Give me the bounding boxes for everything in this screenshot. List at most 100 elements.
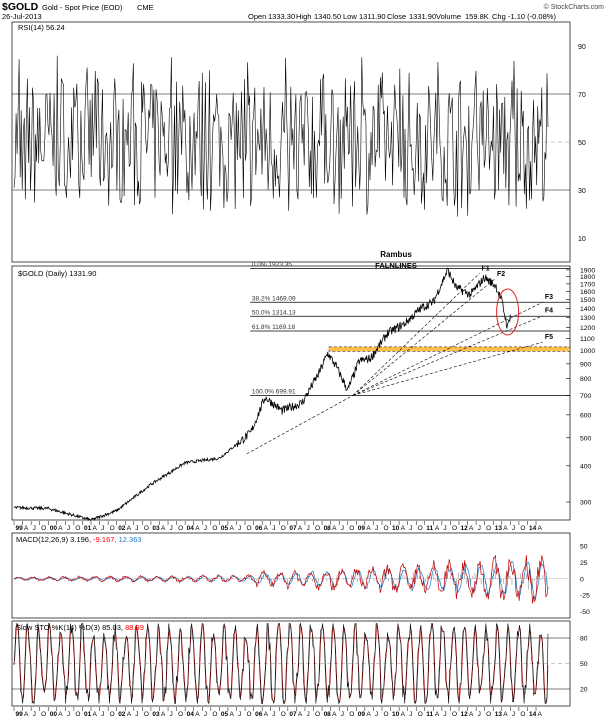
- xaxis2-label-43: O: [383, 711, 388, 718]
- xaxis-label-57: A: [503, 525, 508, 532]
- xaxis-label-41: A: [366, 525, 371, 532]
- xaxis-label-31: O: [281, 525, 286, 532]
- trend-line-base: [246, 395, 354, 455]
- xaxis2-label-19: O: [178, 711, 183, 718]
- watermark: © StockCharts.com: [544, 3, 605, 11]
- xaxis-label-14: J: [135, 525, 138, 532]
- xaxis2-label-0: 99: [16, 711, 24, 718]
- xaxis2-label-38: J: [341, 711, 344, 718]
- xaxis-label-50: J: [443, 525, 446, 532]
- xaxis2-label-61: A: [538, 711, 543, 718]
- fan-label-3: F3: [545, 294, 553, 301]
- fan-label-2: F2: [497, 271, 505, 278]
- xaxis-label-8: 01: [84, 525, 92, 532]
- xaxis2-label-45: A: [401, 711, 406, 718]
- fib-label-1: 38.2% 1469.09: [252, 295, 296, 302]
- xaxis2-label-49: A: [435, 711, 440, 718]
- rsi-tick-90: 90: [578, 44, 586, 51]
- macd-tick-50: 50: [580, 544, 588, 551]
- fan-line-2: [352, 278, 496, 396]
- xaxis-label-9: A: [93, 525, 98, 532]
- xaxis2-label-54: J: [478, 711, 481, 718]
- sto-legend-d: 88.99: [125, 623, 144, 632]
- price-tick-1300: 1300: [580, 315, 595, 322]
- xaxis2-label-6: J: [67, 711, 70, 718]
- low-label: Low: [343, 12, 357, 21]
- rsi-tick-50: 50: [578, 140, 586, 147]
- xaxis2-label-53: A: [469, 711, 474, 718]
- rsi-y-axis: 90 70 50 30 10: [578, 44, 586, 243]
- xaxis2-label-51: O: [452, 711, 457, 718]
- xaxis2-label-58: J: [512, 711, 515, 718]
- symbol-description: Gold - Spot Price (EOD): [42, 3, 123, 12]
- xaxis2-label-30: J: [272, 711, 275, 718]
- price-tick-800: 800: [580, 376, 592, 383]
- xaxis2-label-5: A: [58, 711, 63, 718]
- xaxis-label-43: O: [383, 525, 388, 532]
- xaxis-label-52: 12: [461, 525, 469, 532]
- xaxis2-label-2: J: [33, 711, 36, 718]
- xaxis2-label-39: O: [349, 711, 354, 718]
- xaxis-label-56: 13: [495, 525, 503, 532]
- sto-legend-values: Slow STO %K(14) %D(3) 85.03,: [16, 623, 123, 632]
- sto-d-line: [13, 622, 549, 705]
- price-tick-1400: 1400: [580, 306, 595, 313]
- xaxis2-label-28: 06: [255, 711, 263, 718]
- price-tick-500: 500: [580, 435, 592, 442]
- fan-label-5: F5: [545, 334, 553, 341]
- xaxis-label-27: O: [247, 525, 252, 532]
- xaxis2-label-31: O: [281, 711, 286, 718]
- rsi-tick-70: 70: [578, 92, 586, 99]
- xaxis2-label-46: J: [409, 711, 412, 718]
- xaxis2-label-34: J: [306, 711, 309, 718]
- xaxis2-label-18: J: [170, 711, 173, 718]
- xaxis2-label-1: A: [24, 711, 29, 718]
- macd-legend-hist: 12.363: [119, 535, 142, 544]
- annotation-subtitle: FALNLINES: [375, 261, 417, 270]
- close-value: 1331.90: [409, 12, 436, 21]
- macd-tick--50: -50: [580, 609, 590, 616]
- xaxis-label-29: A: [264, 525, 269, 532]
- sto-k-line: [13, 622, 549, 705]
- xaxis-label-59: O: [520, 525, 525, 532]
- macd-legend-signal: -9.167,: [93, 535, 116, 544]
- xaxis-label-22: J: [204, 525, 207, 532]
- sto-y-axis: 80 50 20: [580, 636, 588, 694]
- chg-value: -1.10 (-0.08%): [508, 12, 556, 21]
- xaxis2-label-7: O: [75, 711, 80, 718]
- open-label: Open: [248, 12, 266, 21]
- fib-label-0: 0.0% 1923.35: [252, 261, 293, 268]
- xaxis-label-17: A: [161, 525, 166, 532]
- xaxis2-label-4: 00: [50, 711, 58, 718]
- xaxis-label-42: J: [375, 525, 378, 532]
- price-tick-1800: 1800: [580, 274, 595, 281]
- sto-tick-80: 80: [580, 636, 588, 643]
- xaxis2-label-33: A: [298, 711, 303, 718]
- xaxis-label-11: O: [110, 525, 115, 532]
- xaxis-label-15: O: [144, 525, 149, 532]
- sto-tick-50: 50: [580, 661, 588, 668]
- xaxis2-label-10: J: [101, 711, 104, 718]
- xaxis-label-51: O: [452, 525, 457, 532]
- price-tick-900: 900: [580, 361, 592, 368]
- price-tick-1900: 1900: [580, 267, 595, 274]
- xaxis-label-49: A: [435, 525, 440, 532]
- xaxis-label-32: 07: [289, 525, 297, 532]
- xaxis-label-28: 06: [255, 525, 263, 532]
- xaxis-label-2: J: [33, 525, 36, 532]
- high-value: 1340.50: [314, 12, 341, 21]
- fan-line-1: [352, 273, 480, 396]
- symbol: $GOLD: [2, 1, 39, 13]
- fib-label-4: 100.0% 699.91: [252, 388, 296, 395]
- xaxis2-label-22: J: [204, 711, 207, 718]
- xaxis-label-37: A: [332, 525, 337, 532]
- xaxis-label-39: O: [349, 525, 354, 532]
- macd-legend-values: MACD(12,26,9) 3.196,: [16, 535, 91, 544]
- xaxis-label-26: J: [238, 525, 241, 532]
- xaxis2-label-32: 07: [289, 711, 297, 718]
- price-tick-1500: 1500: [580, 297, 595, 304]
- xaxis2-label-42: J: [375, 711, 378, 718]
- xaxis-label-33: A: [298, 525, 303, 532]
- open-value: 1333.30: [268, 12, 295, 21]
